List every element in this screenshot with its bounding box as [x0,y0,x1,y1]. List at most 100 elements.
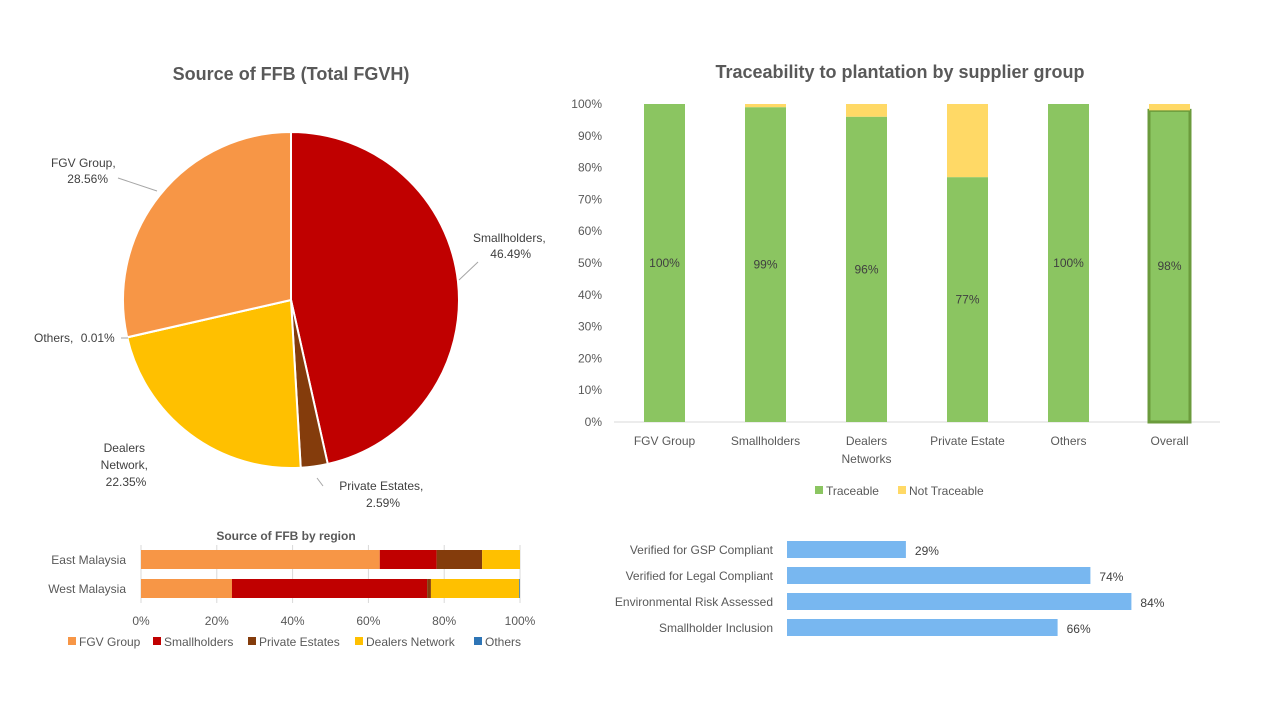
region-bars [141,550,520,598]
pie-chart: Source of FFB (Total FGVH) FGV Group, 28… [34,64,549,510]
trace-category-label: FGV Group [634,434,696,448]
trace-chart-title: Traceability to plantation by supplier g… [715,62,1084,82]
kpi-chart: Verified for GSP Compliant 29% Verified fo… [615,541,1165,636]
pie-slice-smallholders [290,130,460,466]
trace-data-label: 100% [649,256,680,270]
trace-chart: Traceability to plantation by supplier g… [571,62,1220,498]
region-tick-label: 0% [132,614,150,628]
pie-slice-dealers [126,298,302,469]
region-bar-east-malaysia-smallholders [379,550,437,569]
trace-tick-label: 80% [578,161,602,175]
trace-tick-label: 100% [571,97,602,111]
trace-bar-dealers-networks-traceable [846,116,887,422]
region-bar-east-malaysia-dealers [482,550,520,569]
pie-label-private: Private Estates, 2.59% [339,479,426,510]
trace-tick-label: 60% [578,224,602,238]
trace-data-label: 98% [1157,259,1181,273]
pie-leader-smallholders [458,261,479,281]
pie-label-smallholders-name: Smallholders, [473,231,546,245]
kpi-bar-verified-for-legal-compliant [787,567,1091,584]
region-tick-label: 20% [205,614,229,628]
kpi-bar-environmental-risk-assessed [787,593,1132,610]
pie-leader-lines [117,177,479,487]
pie-label-private-value: 2.59% [366,496,400,510]
trace-category-label-line: Networks [841,452,891,466]
trace-tick-label: 20% [578,351,602,365]
region-legend: FGV Group Smallholders Private Estates Deal… [68,635,521,649]
pie-label-fgv: FGV Group, 28.56% [51,156,119,186]
region-chart-title: Source of FFB by region [216,529,355,543]
region-tick-label: 80% [432,614,456,628]
region-legend-label-dealers: Dealers Network [366,635,456,649]
trace-data-label: 100% [1053,256,1084,270]
region-legend-swatch-dealers [355,637,363,645]
kpi-data-label: 29% [915,544,939,558]
pie-label-smallholders: Smallholders, 46.49% [473,231,549,261]
trace-tick-label: 10% [578,383,602,397]
region-bar-west-malaysia-dealers [430,579,520,598]
trace-bar-fgv-group-traceable [644,104,685,422]
trace-category-label: Others [1050,434,1086,448]
region-bar-east-malaysia-fgv [141,550,380,569]
pie-label-others-value: 0.01% [81,331,115,345]
trace-legend-label-not_traceable: Not Traceable [909,484,984,498]
pie-label-others-name: Others, [34,331,73,345]
region-tick-label: 40% [281,614,305,628]
pie-label-dealers-value: 22.35% [106,475,147,489]
kpi-category-label: Verified for GSP Compliant [630,543,774,557]
region-legend-swatch-others [474,637,482,645]
region-legend-label-private: Private Estates [259,635,340,649]
pie-leader-fgv [117,177,158,192]
trace-tick-label: 70% [578,192,602,206]
trace-data-label: 99% [753,258,777,272]
region-legend-swatch-private [248,637,256,645]
trace-tick-label: 30% [578,320,602,334]
region-tick-label: 60% [356,614,380,628]
trace-tick-label: 0% [585,415,603,429]
trace-bar-overall-traceable [1147,108,1192,424]
trace-tick-label: 50% [578,256,602,270]
region-tick-label: 100% [505,614,536,628]
trace-legend-label-traceable: Traceable [826,484,879,498]
trace-category-label: Smallholders [731,434,800,448]
region-legend-label-smallholders: Smallholders [164,635,233,649]
pie-label-others: Others, 0.01% [34,331,115,345]
pie-label-smallholders-value: 46.49% [490,247,531,261]
trace-legend: Traceable Not Traceable [815,484,984,498]
pie-label-dealers-name-2: Network, [101,458,148,472]
trace-bar-private-estate-not_traceable [947,104,988,178]
trace-bar-smallholders-traceable [745,107,786,423]
kpi-bar-verified-for-gsp-compliant [787,541,906,558]
pie-chart-title: Source of FFB (Total FGVH) [173,64,410,84]
trace-bars [644,104,1192,424]
region-bar-west-malaysia-others [519,579,520,598]
trace-category-label: Dealers Networks [841,434,891,466]
region-category-label: West Malaysia [48,582,126,596]
trace-bar-others-traceable [1048,104,1089,422]
kpi-bars: Verified for GSP Compliant 29% Verified fo… [615,541,1165,636]
trace-bar-overall-not_traceable [1149,104,1190,111]
kpi-category-label: Environmental Risk Assessed [615,595,773,609]
pie-label-dealers-name-1: Dealers [104,441,145,455]
pie-label-fgv-value: 28.56% [67,172,108,186]
kpi-data-label: 74% [1099,570,1123,584]
trace-bar-dealers-networks-not_traceable [846,104,887,117]
region-bar-west-malaysia-private [427,579,431,598]
trace-bar-smallholders-not_traceable [745,104,786,108]
kpi-data-label: 66% [1067,622,1091,636]
kpi-category-label: Verified for Legal Compliant [626,569,774,583]
pie-label-dealers: Dealers Network, 22.35% [101,441,152,489]
kpi-category-label: Smallholder Inclusion [659,621,773,635]
region-legend-label-others: Others [485,635,521,649]
trace-axis-labels: 0% 10% 20% 30% 40% 50% 60% 70% 80% 90% 100% 100% FGV… [571,97,1188,466]
trace-data-label: 77% [955,293,979,307]
region-legend-label-fgv: FGV Group [79,635,141,649]
trace-legend-swatch-not_traceable [898,486,906,494]
trace-category-label-line: Dealers [846,434,887,448]
region-category-label: East Malaysia [51,553,126,567]
trace-data-label: 96% [854,262,878,276]
region-chart: Source of FFB by region East Malaysia Wes… [48,529,535,649]
kpi-bar-smallholder-inclusion [787,619,1058,636]
region-bar-west-malaysia-smallholders [231,579,428,598]
